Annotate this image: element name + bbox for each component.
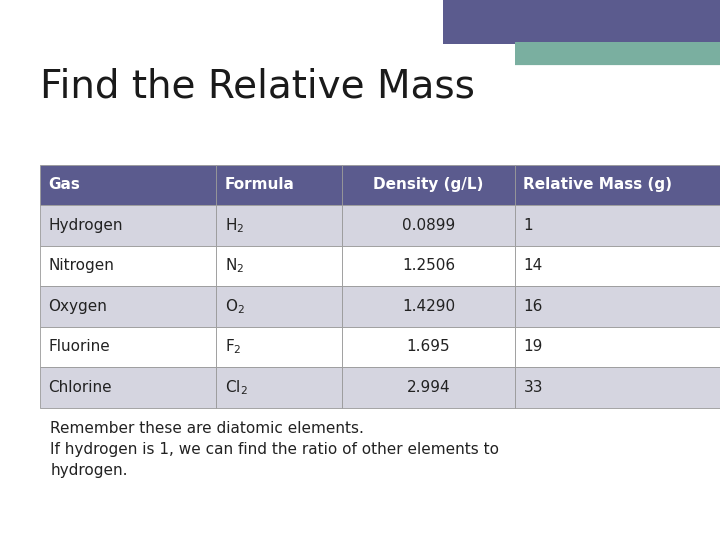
Text: Relative Mass (g): Relative Mass (g) bbox=[523, 178, 672, 192]
Text: 0.0899: 0.0899 bbox=[402, 218, 455, 233]
Bar bbox=[216, 246, 342, 286]
Bar bbox=[515, 205, 720, 246]
Text: Chlorine: Chlorine bbox=[48, 380, 112, 395]
Text: 19: 19 bbox=[523, 340, 543, 354]
Bar bbox=[216, 205, 342, 246]
Bar bbox=[40, 165, 216, 205]
Bar bbox=[342, 246, 515, 286]
Text: 1: 1 bbox=[523, 218, 533, 233]
Bar bbox=[216, 286, 342, 327]
Text: O$_2$: O$_2$ bbox=[225, 297, 245, 316]
Text: Formula: Formula bbox=[225, 178, 294, 192]
Bar bbox=[342, 286, 515, 327]
Bar bbox=[515, 42, 720, 66]
Bar bbox=[342, 327, 515, 367]
Bar bbox=[40, 327, 216, 367]
Text: Fluorine: Fluorine bbox=[48, 340, 110, 354]
Text: 16: 16 bbox=[523, 299, 543, 314]
Text: 33: 33 bbox=[523, 380, 543, 395]
Text: 1.695: 1.695 bbox=[407, 340, 450, 354]
Bar bbox=[216, 165, 342, 205]
Text: Hydrogen: Hydrogen bbox=[48, 218, 122, 233]
Bar bbox=[515, 367, 720, 408]
Text: Nitrogen: Nitrogen bbox=[48, 259, 114, 273]
Bar bbox=[515, 327, 720, 367]
Bar bbox=[342, 205, 515, 246]
Bar bbox=[515, 165, 720, 205]
Bar bbox=[216, 367, 342, 408]
Text: Density (g/L): Density (g/L) bbox=[373, 178, 484, 192]
Text: 1.4290: 1.4290 bbox=[402, 299, 455, 314]
Bar bbox=[40, 286, 216, 327]
Bar bbox=[40, 367, 216, 408]
Text: F$_2$: F$_2$ bbox=[225, 338, 241, 356]
Bar bbox=[515, 286, 720, 327]
Bar bbox=[342, 165, 515, 205]
Text: 14: 14 bbox=[523, 259, 543, 273]
Text: Cl$_2$: Cl$_2$ bbox=[225, 378, 248, 397]
Bar bbox=[40, 246, 216, 286]
Text: Gas: Gas bbox=[48, 178, 80, 192]
Text: Find the Relative Mass: Find the Relative Mass bbox=[40, 68, 474, 105]
Bar bbox=[216, 327, 342, 367]
Bar bbox=[443, 0, 720, 44]
Text: Remember these are diatomic elements.
If hydrogen is 1, we can find the ratio of: Remember these are diatomic elements. If… bbox=[50, 421, 500, 478]
Text: N$_2$: N$_2$ bbox=[225, 256, 244, 275]
Bar bbox=[40, 205, 216, 246]
Text: 2.994: 2.994 bbox=[407, 380, 450, 395]
Bar bbox=[515, 246, 720, 286]
Bar bbox=[342, 367, 515, 408]
Text: Oxygen: Oxygen bbox=[48, 299, 107, 314]
Text: H$_2$: H$_2$ bbox=[225, 216, 244, 235]
Text: 1.2506: 1.2506 bbox=[402, 259, 455, 273]
